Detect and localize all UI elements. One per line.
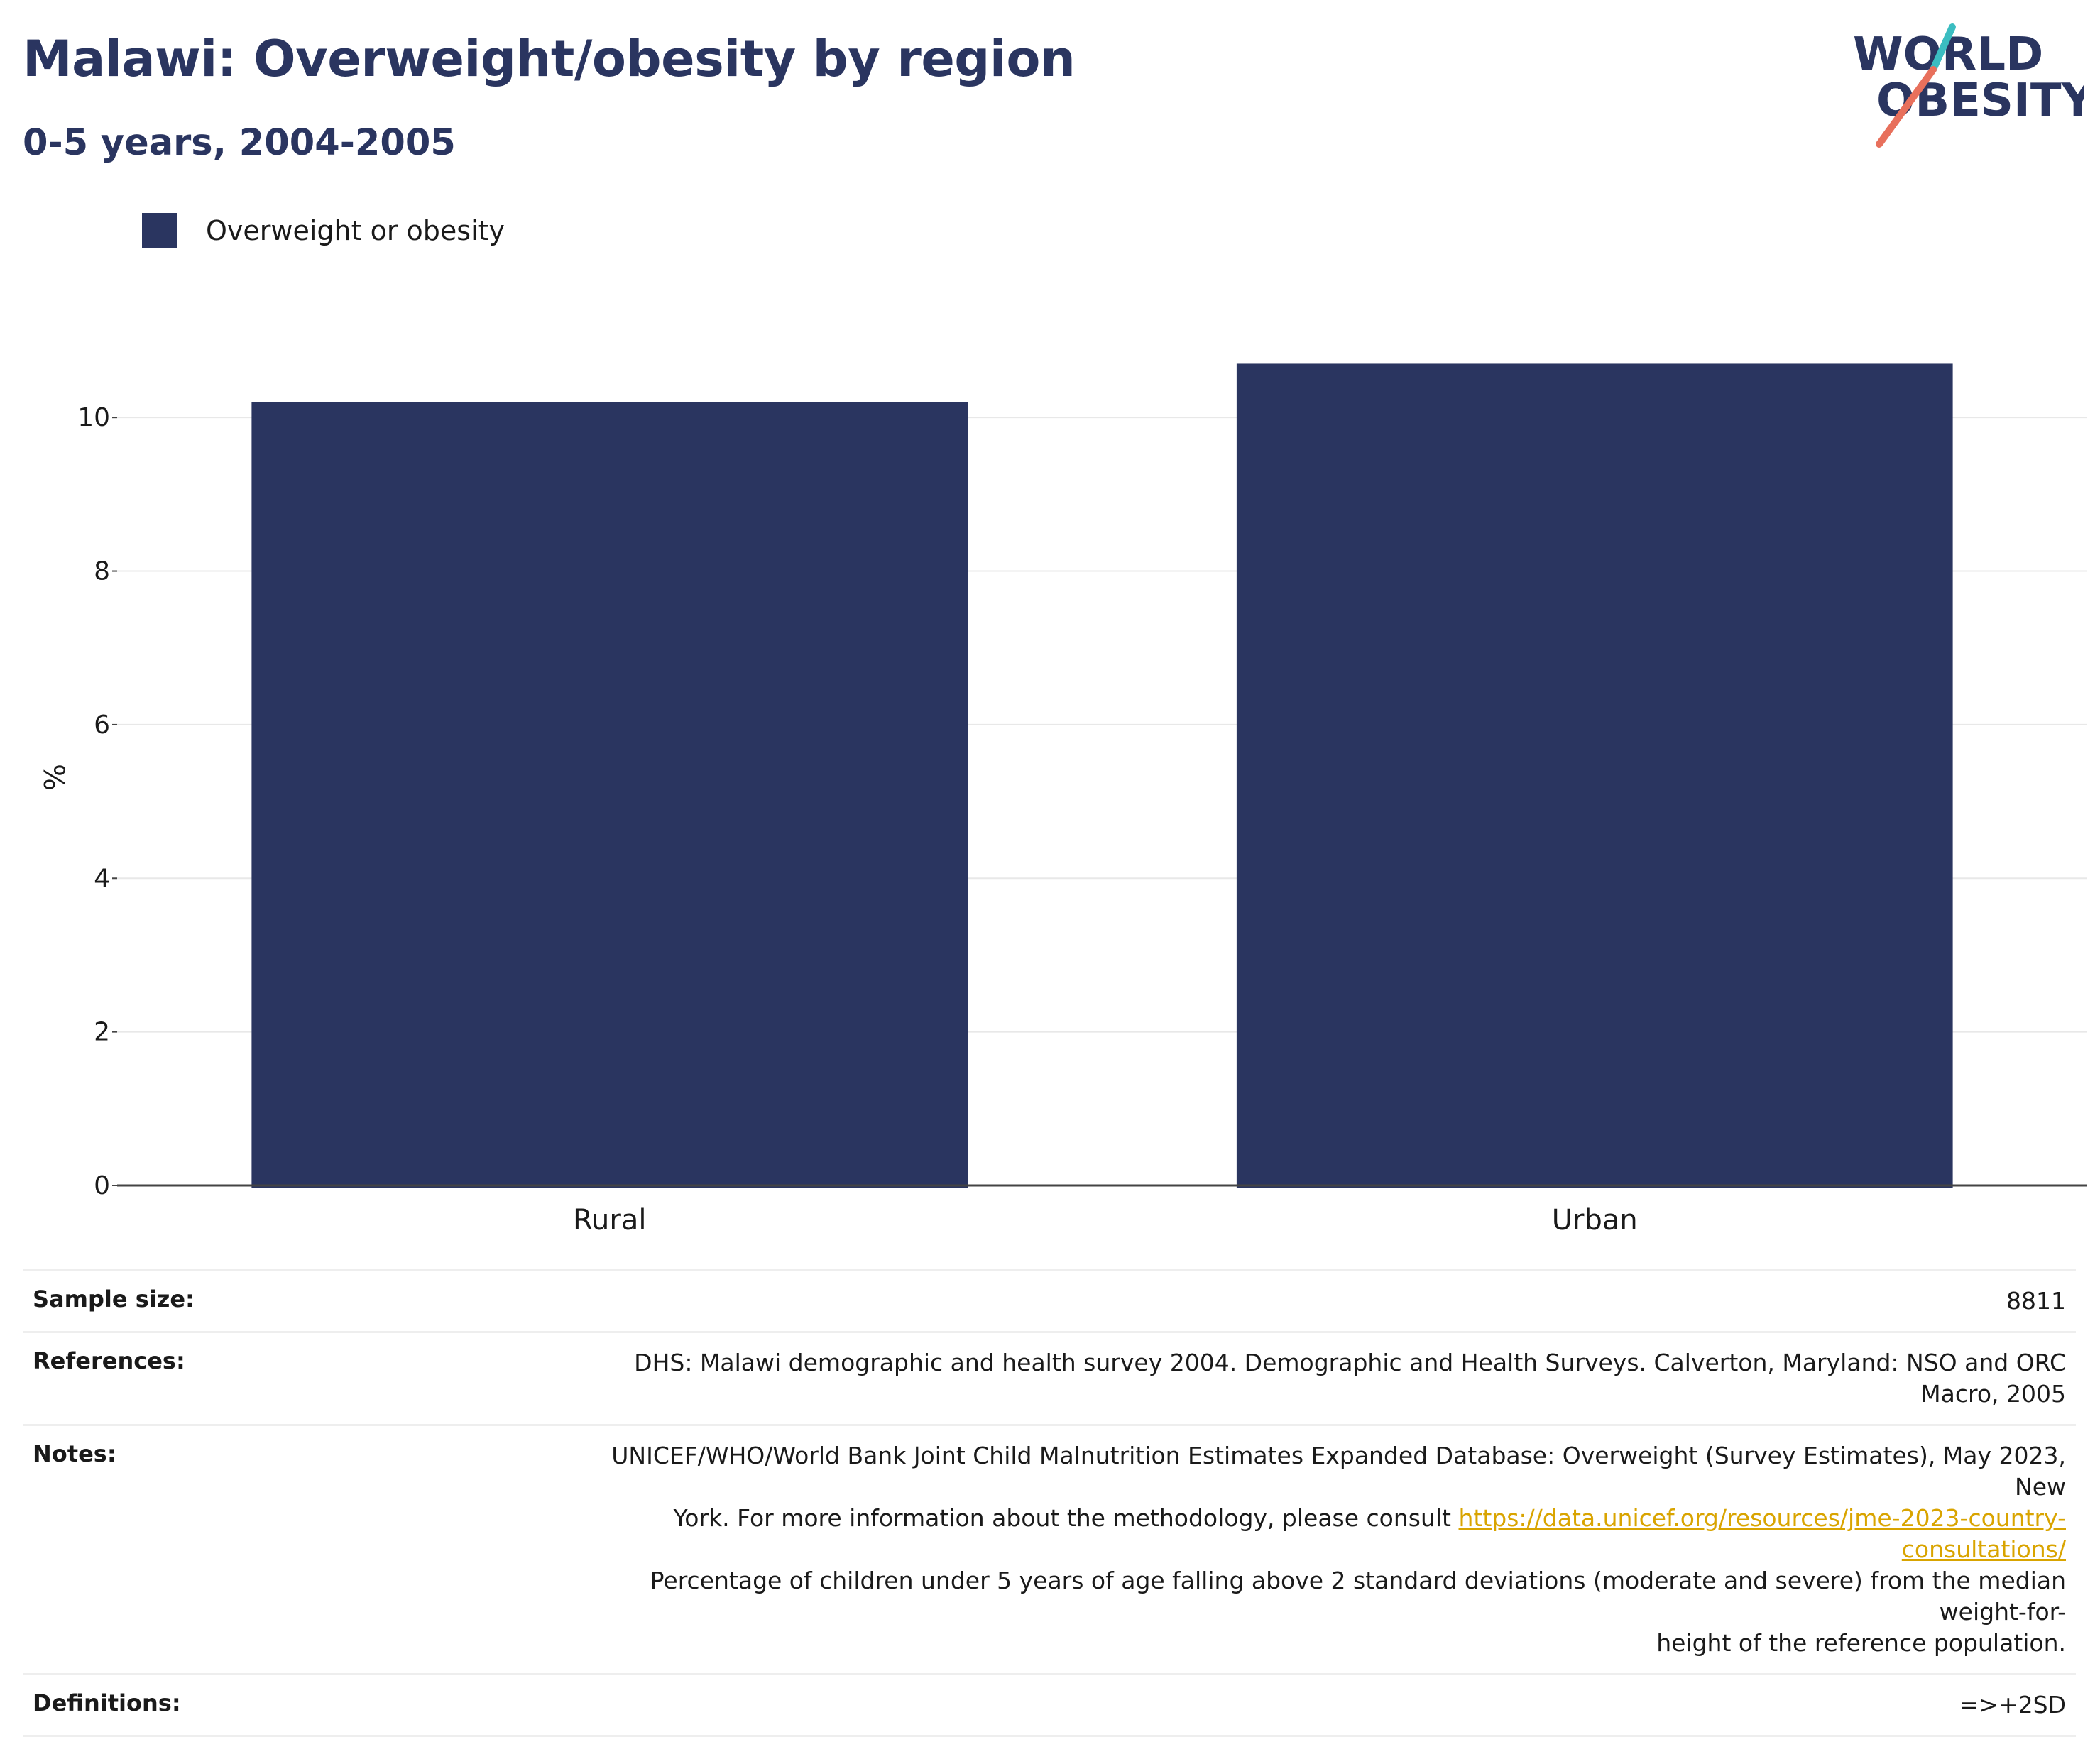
definitions-label: Definitions: (33, 1689, 181, 1716)
y-axis-label: % (37, 764, 70, 791)
notes-line-2: York. For more information about the met… (673, 1504, 1451, 1532)
references-label: References: (33, 1347, 185, 1374)
x-tick-label: Rural (573, 1204, 646, 1235)
bar-urban (1236, 363, 1953, 1188)
bar-chart: 0 2 4 6 8 10 Rural Urban% (37, 363, 2087, 1235)
sample-size-label: Sample size: (33, 1286, 195, 1313)
chart-legend: Overweight or obesity (142, 213, 505, 248)
info-table: Sample size: 8811 References: DHS: Malaw… (23, 1269, 2076, 1737)
notes-value: UNICEF/WHO/World Bank Joint Child Malnut… (575, 1440, 2066, 1659)
logo-slash-coral (1876, 66, 1937, 148)
notes-label: Notes: (33, 1440, 116, 1467)
notes-line-3: Percentage of children under 5 years of … (650, 1567, 2066, 1626)
y-tick-label: 2 (94, 1018, 110, 1047)
logo-slash-teal (1930, 23, 1956, 73)
y-tick-label: 0 (94, 1171, 110, 1200)
y-tick-label: 4 (94, 864, 110, 893)
y-tick-label: 6 (94, 711, 110, 740)
notes-line-4: height of the reference population. (1656, 1629, 2066, 1657)
info-row-references: References: DHS: Malawi demographic and … (23, 1331, 2076, 1424)
bar-rural (251, 402, 968, 1189)
notes-line-1: UNICEF/WHO/World Bank Joint Child Malnut… (611, 1442, 2066, 1501)
info-row-definitions: Definitions: =>+2SD (23, 1673, 2076, 1737)
page-title: Malawi: Overweight/obesity by region (23, 30, 1076, 88)
info-row-notes: Notes: UNICEF/WHO/World Bank Joint Child… (23, 1424, 2076, 1673)
page-subtitle: 0-5 years, 2004-2005 (23, 122, 456, 164)
x-tick-label: Urban (1552, 1204, 1638, 1235)
references-value: DHS: Malawi demographic and health surve… (634, 1349, 2066, 1408)
y-tick-label: 10 (77, 403, 110, 432)
y-tick-label: 8 (94, 557, 110, 586)
sample-size-value: 8811 (2006, 1287, 2066, 1315)
legend-swatch (142, 213, 177, 248)
world-obesity-logo: WORLD OBESITY (1853, 23, 2084, 148)
info-row-sample-size: Sample size: 8811 (23, 1269, 2076, 1331)
legend-label: Overweight or obesity (206, 215, 505, 246)
definitions-value: =>+2SD (1959, 1691, 2066, 1719)
methodology-link[interactable]: https://data.unicef.org/resources/jme-20… (1458, 1504, 2067, 1563)
